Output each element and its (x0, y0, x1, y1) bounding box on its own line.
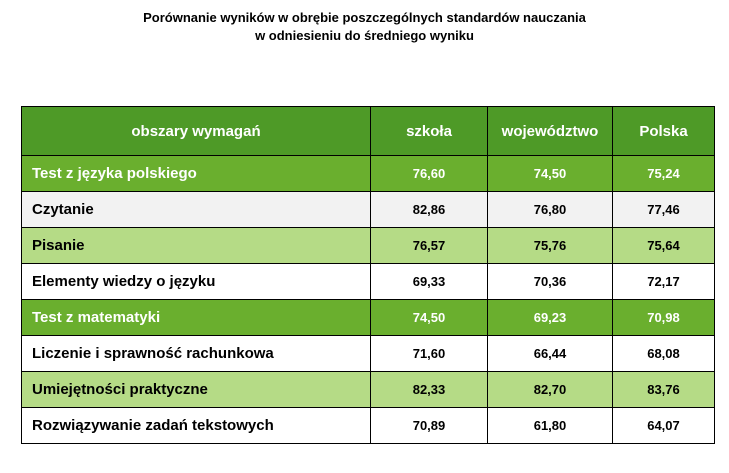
table-row: Umiejętności praktyczne 82,33 82,70 83,7… (21, 371, 715, 408)
cell-polska: 83,76 (612, 371, 715, 408)
cell-polska: 75,24 (612, 155, 715, 192)
cell-polska: 70,98 (612, 299, 715, 336)
row-label: Rozwiązywanie zadań tekstowych (21, 407, 371, 444)
cell-polska: 72,17 (612, 263, 715, 300)
cell-szkola: 74,50 (370, 299, 488, 336)
table-row: Pisanie 76,57 75,76 75,64 (21, 227, 715, 264)
title-line-1: Porównanie wyników w obrębie poszczególn… (143, 10, 586, 25)
row-label: Test z matematyki (21, 299, 371, 336)
table-row: Test z matematyki 74,50 69,23 70,98 (21, 299, 715, 336)
table-row: Liczenie i sprawność rachunkowa 71,60 66… (21, 335, 715, 372)
row-label: Test z języka polskiego (21, 155, 371, 192)
cell-szkola: 82,86 (370, 191, 488, 228)
cell-wojewodztwo: 69,23 (487, 299, 613, 336)
table-row: Test z języka polskiego 76,60 74,50 75,2… (21, 155, 715, 192)
cell-wojewodztwo: 74,50 (487, 155, 613, 192)
cell-wojewodztwo: 82,70 (487, 371, 613, 408)
cell-polska: 68,08 (612, 335, 715, 372)
row-label: Czytanie (21, 191, 371, 228)
title-line-2: w odniesieniu do średniego wyniku (255, 28, 474, 43)
header-obszary: obszary wymagań (21, 106, 371, 156)
header-wojewodztwo: województwo (487, 106, 613, 156)
cell-polska: 75,64 (612, 227, 715, 264)
table-header-row: obszary wymagań szkoła województwo Polsk… (21, 106, 715, 156)
header-szkola: szkoła (370, 106, 488, 156)
cell-polska: 77,46 (612, 191, 715, 228)
document-title: Porównanie wyników w obrębie poszczególn… (0, 9, 729, 45)
cell-wojewodztwo: 61,80 (487, 407, 613, 444)
cell-wojewodztwo: 70,36 (487, 263, 613, 300)
row-label: Liczenie i sprawność rachunkowa (21, 335, 371, 372)
cell-wojewodztwo: 75,76 (487, 227, 613, 264)
cell-polska: 64,07 (612, 407, 715, 444)
cell-wojewodztwo: 66,44 (487, 335, 613, 372)
cell-szkola: 69,33 (370, 263, 488, 300)
header-polska: Polska (612, 106, 715, 156)
cell-wojewodztwo: 76,80 (487, 191, 613, 228)
row-label: Pisanie (21, 227, 371, 264)
cell-szkola: 71,60 (370, 335, 488, 372)
table-row: Elementy wiedzy o języku 69,33 70,36 72,… (21, 263, 715, 300)
cell-szkola: 76,60 (370, 155, 488, 192)
cell-szkola: 70,89 (370, 407, 488, 444)
table-row: Czytanie 82,86 76,80 77,46 (21, 191, 715, 228)
cell-szkola: 76,57 (370, 227, 488, 264)
results-table-container: obszary wymagań szkoła województwo Polsk… (21, 106, 715, 453)
cell-szkola: 82,33 (370, 371, 488, 408)
row-label: Elementy wiedzy o języku (21, 263, 371, 300)
row-label: Umiejętności praktyczne (21, 371, 371, 408)
table-row: Rozwiązywanie zadań tekstowych 70,89 61,… (21, 407, 715, 444)
results-table: obszary wymagań szkoła województwo Polsk… (21, 106, 715, 444)
